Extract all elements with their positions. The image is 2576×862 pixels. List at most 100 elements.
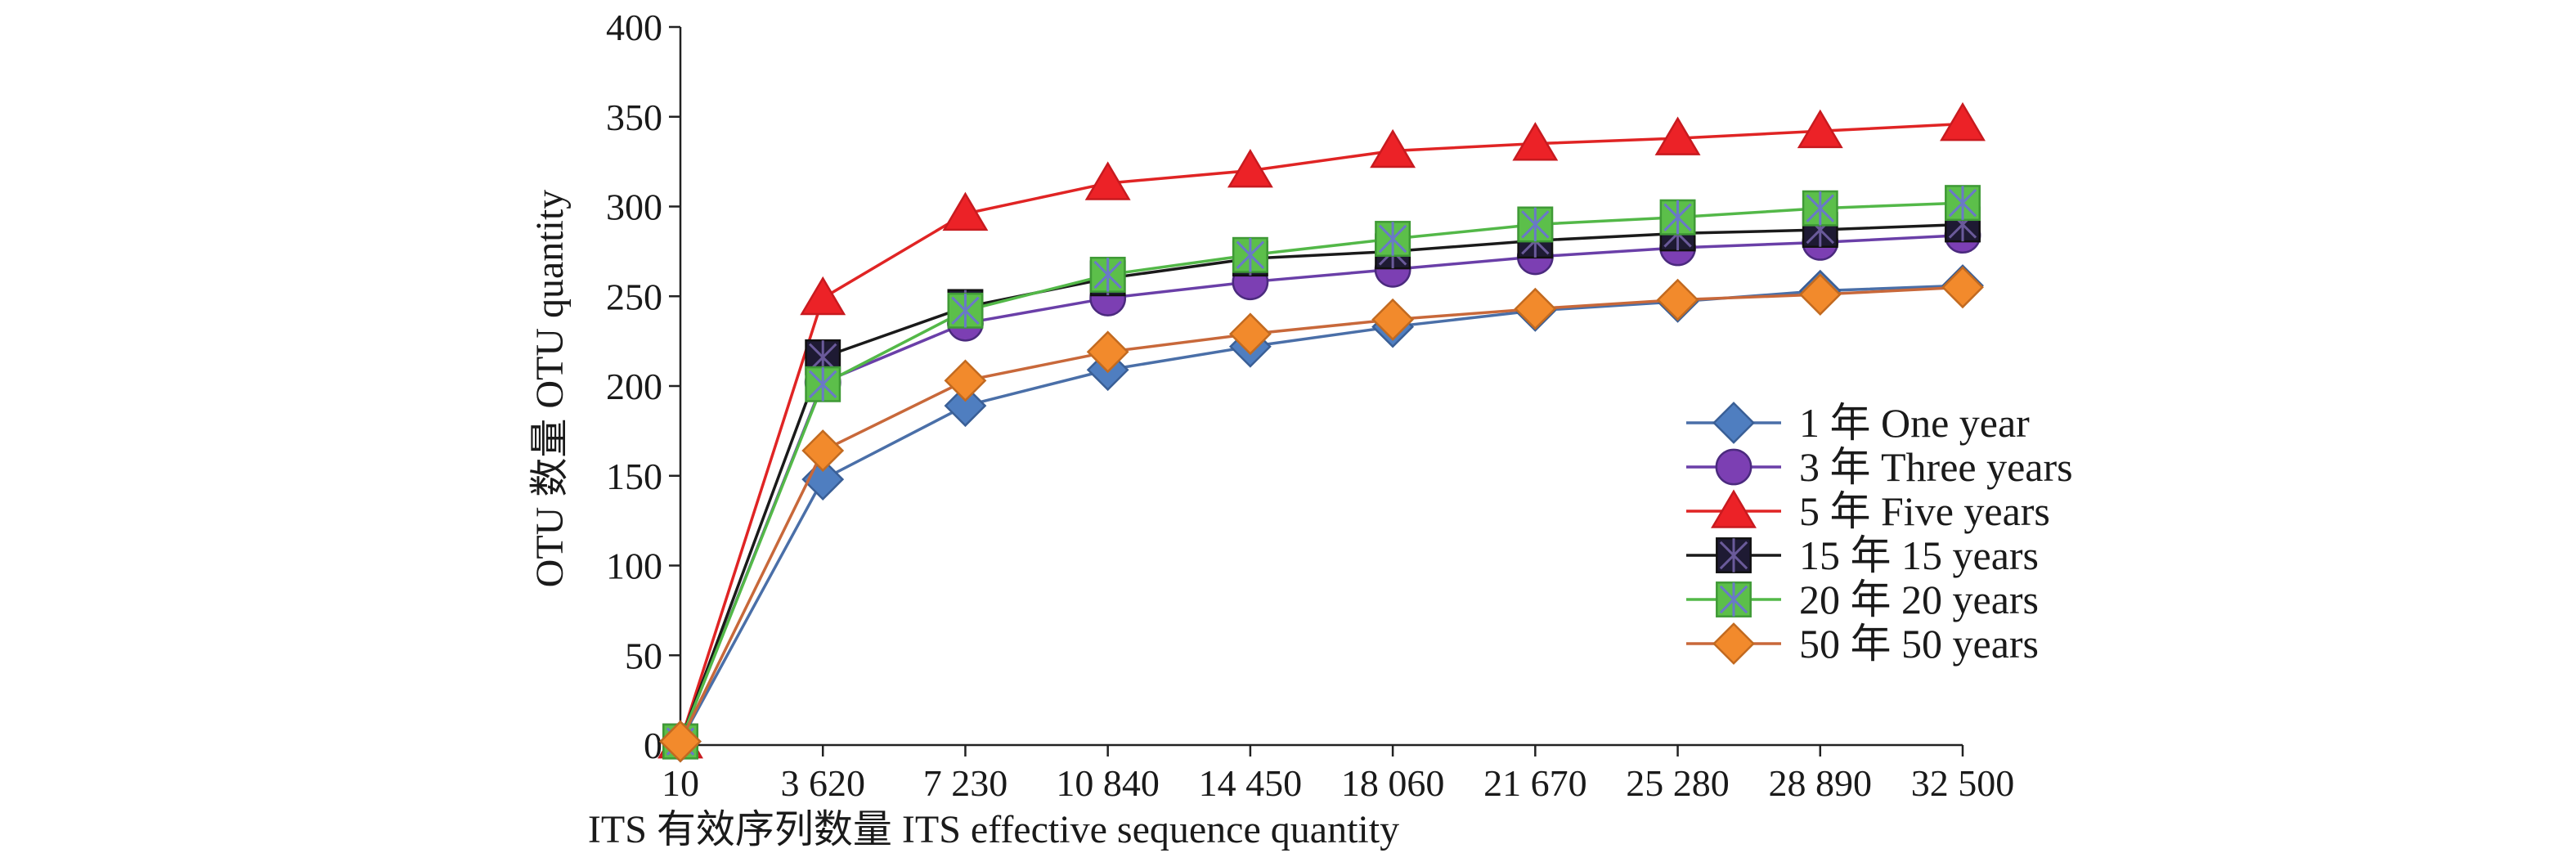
series-line <box>679 284 1963 743</box>
marker-triangle <box>1940 101 1986 141</box>
data-point <box>1228 312 1272 356</box>
marker-triangle <box>1711 489 1757 528</box>
legend-marker <box>1712 622 1755 665</box>
data-point <box>1089 256 1126 293</box>
data-point <box>944 359 987 402</box>
legend-label: 50 年 50 years <box>1799 621 2039 667</box>
data-point <box>1802 190 1838 227</box>
legend-label: 1 年 One year <box>1799 400 2030 446</box>
data-point <box>800 276 846 316</box>
marker-diamond <box>1514 287 1557 330</box>
series-line <box>679 233 1963 743</box>
legend-label: 15 年 15 years <box>1799 532 2039 578</box>
series-5 <box>662 185 1981 760</box>
marker-triangle <box>1370 128 1416 168</box>
x-axis-title: ITS 有效序列数量 ITS effective sequence quanti… <box>588 808 1399 851</box>
marker-triangle <box>1227 148 1273 188</box>
series-6 <box>659 266 1984 763</box>
y-tick-label: 350 <box>606 97 662 138</box>
y-tick-label: 0 <box>644 725 662 766</box>
data-point <box>1375 221 1411 257</box>
data-point <box>1370 128 1416 168</box>
legend-entry: 1 年 One year <box>1686 400 2030 446</box>
legend-entry: 15 年 15 years <box>1686 532 2039 578</box>
marker-triangle <box>1654 116 1701 155</box>
series-line <box>679 122 1963 743</box>
marker-diamond <box>801 429 845 472</box>
y-tick-label: 250 <box>606 276 662 317</box>
y-tick-label: 150 <box>606 456 662 497</box>
data-point <box>1227 148 1273 188</box>
series-2 <box>662 217 1981 761</box>
data-point <box>1654 116 1701 155</box>
data-point <box>942 191 989 231</box>
series-line <box>679 222 1963 743</box>
x-tick-label: 7 230 <box>923 762 1008 804</box>
data-point <box>1798 273 1842 316</box>
data-point <box>1940 101 1986 141</box>
marker-diamond <box>659 720 702 763</box>
data-point <box>1517 206 1554 243</box>
legend-entry: 50 年 50 years <box>1686 621 2039 667</box>
legend-marker <box>1711 489 1757 528</box>
legend-entry: 3 年 Three years <box>1686 444 2073 490</box>
data-point <box>1232 236 1268 273</box>
y-tick-label: 300 <box>606 186 662 228</box>
series-1 <box>659 264 1984 763</box>
legend-label: 3 年 Three years <box>1799 444 2073 490</box>
x-tick-label: 21 670 <box>1483 762 1587 804</box>
legend-label: 20 年 20 years <box>1799 577 2039 622</box>
marker-triangle <box>800 276 846 316</box>
legend-entry: 5 年 Five years <box>1686 488 2050 534</box>
data-point <box>805 366 841 402</box>
data-point <box>944 384 987 428</box>
x-tick-label: 3 620 <box>780 762 865 804</box>
data-point <box>947 292 984 329</box>
legend-label: 5 年 Five years <box>1799 488 2050 534</box>
x-tick-label: 10 840 <box>1056 762 1160 804</box>
legend-entry: 20 年 20 years <box>1686 577 2039 622</box>
y-axis-title: OTU 数量 OTU quantity <box>528 190 572 588</box>
x-tick-label: 14 450 <box>1199 762 1303 804</box>
x-tick-label: 25 280 <box>1626 762 1730 804</box>
series-4 <box>662 206 1981 760</box>
y-tick-label: 200 <box>606 366 662 407</box>
legend-marker <box>1712 402 1755 444</box>
axes: 0 50 100 150 200 250 300 350 400 10 3 620 7 230 10 8… <box>606 7 2014 804</box>
data-point <box>1512 122 1559 161</box>
data-point <box>1371 298 1415 341</box>
marker-triangle <box>1797 109 1843 149</box>
data-point <box>1941 266 1984 309</box>
data-point <box>1659 199 1696 236</box>
x-tick-label: 10 <box>662 762 699 804</box>
legend-marker <box>1716 581 1752 617</box>
x-tick-label: 18 060 <box>1341 762 1445 804</box>
data-point <box>801 429 845 472</box>
marker-diamond <box>944 384 987 428</box>
marker-diamond <box>1228 312 1272 356</box>
series-layer <box>657 101 1986 763</box>
y-tick-label: 400 <box>606 7 662 48</box>
data-point <box>1086 330 1129 374</box>
data-point <box>1656 278 1699 321</box>
marker-diamond <box>1712 402 1755 444</box>
data-point <box>1514 287 1557 330</box>
data-point <box>1797 109 1843 149</box>
series-line <box>679 285 1963 743</box>
legend-marker <box>1715 448 1752 486</box>
marker-triangle <box>1084 161 1131 200</box>
legend-marker <box>1716 537 1752 573</box>
x-tick-label: 32 500 <box>1911 762 2015 804</box>
y-tick-label: 50 <box>625 635 662 676</box>
y-tick-label: 100 <box>606 545 662 587</box>
marker-diamond <box>1656 278 1699 321</box>
data-point <box>659 720 702 763</box>
marker-triangle <box>1512 122 1559 161</box>
marker-circle <box>1715 448 1752 486</box>
marker-diamond <box>944 359 987 402</box>
marker-diamond <box>1086 330 1129 374</box>
data-point <box>1084 161 1131 200</box>
x-tick-label: 28 890 <box>1769 762 1873 804</box>
